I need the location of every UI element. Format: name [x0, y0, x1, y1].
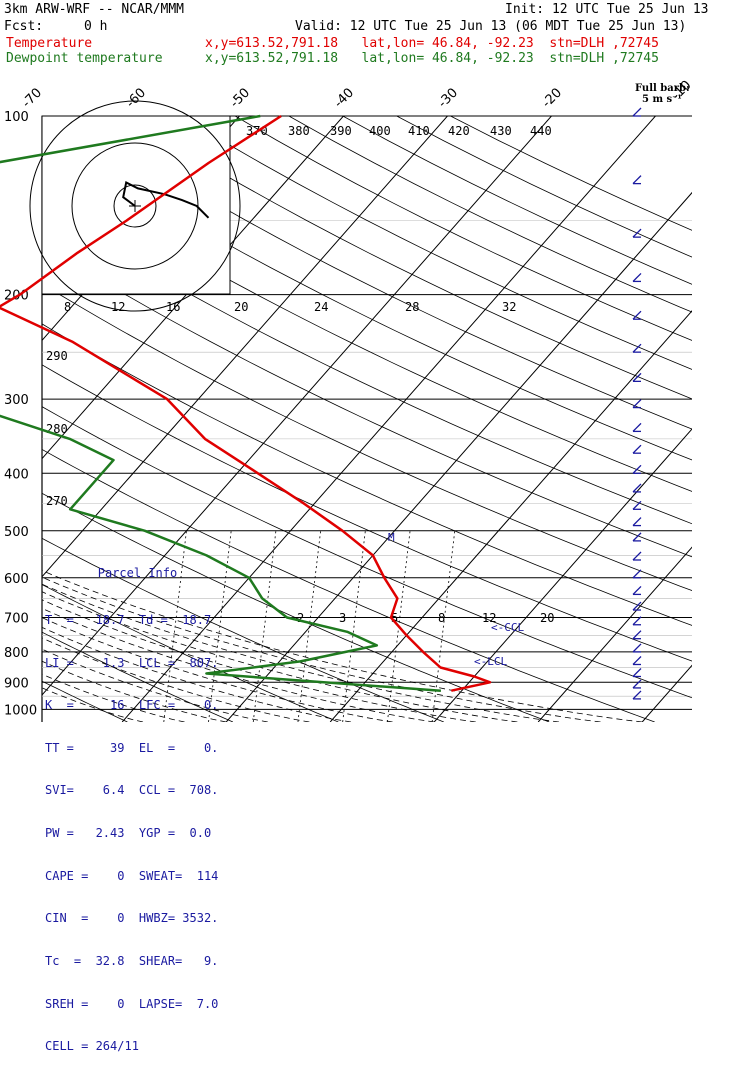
wind-barb [633, 631, 641, 639]
parcel-row: K = 16 LFC = 0. [45, 698, 230, 712]
parcel-row: CAPE = 0 SWEAT= 114 [45, 869, 230, 883]
dry-adiabat-line [235, 116, 740, 722]
pressure-tick-label: 900 [4, 676, 29, 691]
wind-barb [633, 586, 641, 594]
mixing-ratio-upper-label: 32 [502, 300, 516, 314]
wind-barbs [633, 108, 641, 699]
wind-barb [633, 445, 641, 453]
mixing-ratio-line [298, 531, 321, 722]
mixing-ratio-upper-label: 20 [234, 300, 248, 314]
wind-barb [633, 656, 641, 664]
wind-barb [633, 465, 641, 473]
theta-label: 430 [490, 124, 512, 138]
wind-barb [633, 108, 641, 116]
wind-barb [633, 570, 641, 578]
mixing-ratio-lower-label: 2 [297, 611, 304, 625]
parcel-row: SVI= 6.4 CCL = 708. [45, 783, 230, 797]
mixing-ratio-upper-label: 8 [64, 300, 71, 314]
wind-barb [633, 311, 641, 319]
mixing-ratio-upper-label: 28 [405, 300, 419, 314]
isotherm-label: -30 [435, 85, 461, 111]
wind-barb [633, 273, 641, 281]
pressure-tick-label: 800 [4, 646, 29, 661]
isotherm-label: -50 [227, 85, 253, 111]
wind-barb [633, 552, 641, 560]
wind-barb [633, 680, 641, 688]
isotherm-line [330, 116, 740, 722]
dewpoint-legend: Dewpoint temperature [6, 52, 163, 66]
wind-barb [633, 229, 641, 237]
isotherm-label: -20 [539, 85, 565, 111]
isotherm-label: -40 [331, 85, 357, 111]
pressure-tick-label: 1000 [4, 703, 37, 718]
temperature-location: x,y=613.52,791.18 lat,lon= 46.84, -92.23… [205, 37, 659, 51]
forecast-hour: 0 h [84, 20, 107, 34]
pressure-tick-label: 300 [4, 393, 29, 408]
parcel-info-title: Parcel Info [45, 566, 230, 580]
theta-left-label: 270 [46, 494, 68, 508]
temperature-legend: Temperature [6, 37, 92, 51]
pressure-tick-label: 400 [4, 467, 29, 482]
isotherm-line [434, 116, 740, 722]
dry-adiabat-line [397, 116, 740, 722]
theta-label: 440 [530, 124, 552, 138]
parcel-row: CIN = 0 HWBZ= 3532. [45, 911, 230, 925]
parcel-row: PW = 2.43 YGP = 0.0 [45, 826, 230, 840]
m-marker: M [388, 531, 395, 544]
parcel-row: CELL = 264/11 [45, 1039, 230, 1053]
theta-label: 420 [448, 124, 470, 138]
theta-label: 380 [288, 124, 310, 138]
isotherm-line [0, 116, 31, 722]
theta-label: 390 [330, 124, 352, 138]
isotherm-line [226, 116, 740, 722]
pressure-tick-label: 600 [4, 572, 29, 587]
valid-time: Valid: 12 UTC Tue 25 Jun 13 (06 MDT Tue … [295, 20, 686, 34]
dewpoint-location: x,y=613.52,791.18 lat,lon= 46.84, -92.23… [205, 52, 659, 66]
wind-barb [633, 644, 641, 652]
pressure-tick-label: 500 [4, 525, 29, 540]
mixing-ratio-lower-label: 8 [438, 611, 445, 625]
theta-left-label: 290 [46, 349, 68, 363]
wind-barb [633, 423, 641, 431]
theta-label: 400 [369, 124, 391, 138]
wind-barb [633, 176, 641, 184]
wind-barb [633, 691, 641, 699]
parcel-row: SREH = 0 LAPSE= 7.0 [45, 997, 230, 1011]
parcel-row: TT = 39 EL = 0. [45, 741, 230, 755]
isotherm-line [642, 116, 740, 722]
theta-label: 410 [408, 124, 430, 138]
mixing-ratio-upper-label: 12 [111, 300, 125, 314]
model-title: 3km ARW-WRF -- NCAR/MMM [4, 3, 184, 17]
pressure-tick-label: 100 [4, 110, 29, 125]
mixing-ratio-lower-label: 3 [339, 611, 346, 625]
isotherm-label: -70 [19, 85, 45, 111]
wind-barb [633, 668, 641, 676]
isotherm-label: -60 [123, 85, 149, 111]
mixing-ratio-upper-label: 24 [314, 300, 328, 314]
mixing-ratio-lower-label: 20 [540, 611, 554, 625]
init-time: Init: 12 UTC Tue 25 Jun 13 [505, 3, 709, 17]
barb-legend-title: Full barb: [635, 84, 690, 94]
lcl-marker: <-LCL [474, 655, 507, 668]
parcel-row: T = 18.7 Td = 18.7 [45, 613, 230, 627]
pressure-tick-label: 700 [4, 612, 29, 627]
parcel-info-panel: Parcel Info T = 18.7 Td = 18.7 LI = 1.3 … [45, 538, 230, 734]
parcel-row: Tc = 32.8 SHEAR= 9. [45, 954, 230, 968]
parcel-row: LI = 1.3 LCL = 807. [45, 656, 230, 670]
wind-barb [633, 518, 641, 526]
barb-legend-unit: 5 m s⁻¹ [642, 95, 682, 105]
hodograph [30, 101, 240, 311]
ccl-marker: <-CCL [491, 621, 524, 634]
forecast-label: Fcst: [4, 20, 43, 34]
